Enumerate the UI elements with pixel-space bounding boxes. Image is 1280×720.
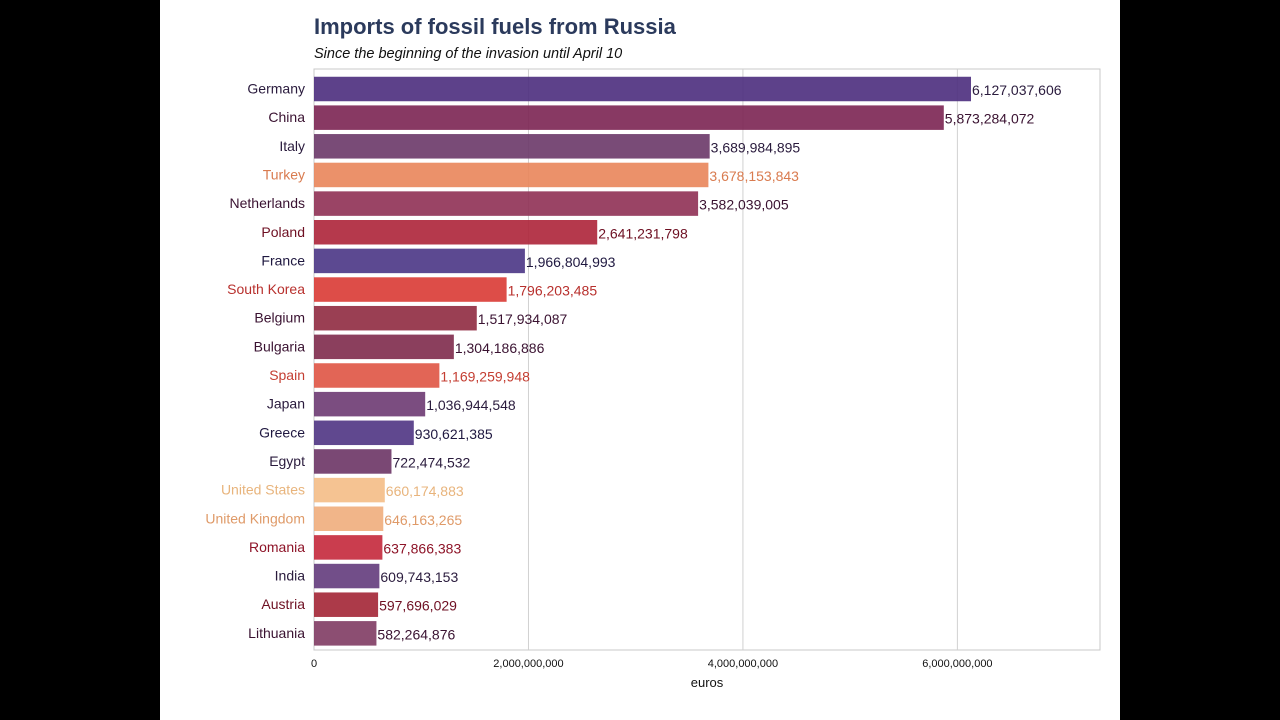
category-label: Italy — [279, 138, 305, 154]
bar — [314, 592, 379, 617]
value-label: 3,582,039,005 — [699, 197, 789, 213]
category-label: Bulgaria — [254, 338, 306, 354]
bar — [314, 105, 944, 130]
category-label: France — [261, 252, 305, 268]
category-label: Turkey — [263, 166, 305, 182]
category-label: Netherlands — [230, 195, 306, 211]
chart-subtitle: Since the beginning of the invasion unti… — [314, 46, 623, 62]
bar — [314, 477, 385, 503]
bar — [314, 363, 440, 388]
bar — [314, 162, 709, 188]
category-label: United Kingdom — [205, 510, 305, 526]
value-label: 5,873,284,072 — [945, 111, 1035, 127]
bar — [314, 134, 710, 159]
bar — [314, 621, 377, 646]
category-label: Belgium — [254, 310, 305, 326]
value-labels: 6,127,037,606 5,873,284,072 3,689,984,895 3… — [377, 82, 1061, 642]
x-tick-label: 4,000,000,000 — [708, 658, 778, 670]
category-label: South Korea — [227, 281, 305, 297]
value-label: 646,163,265 — [384, 512, 462, 528]
value-label: 1,304,186,886 — [455, 340, 545, 356]
value-label: 2,641,231,798 — [598, 225, 688, 241]
x-axis-ticks: 0 2,000,000,000 4,000,000,000 6,000,000,000 — [311, 658, 993, 670]
bar — [314, 76, 972, 102]
category-label: Poland — [261, 224, 305, 240]
x-tick-label: 6,000,000,000 — [922, 658, 992, 670]
category-label: Romania — [249, 539, 305, 555]
value-label: 3,678,153,843 — [709, 168, 799, 184]
category-label: United States — [221, 482, 305, 498]
category-label: Egypt — [269, 453, 305, 469]
value-label: 609,743,153 — [380, 569, 458, 585]
category-label: China — [268, 109, 305, 125]
category-labels: Germany China Italy Turkey Netherlands Poland… — [205, 81, 305, 641]
bar — [314, 506, 384, 531]
bars — [314, 76, 972, 646]
value-label: 660,174,883 — [386, 483, 464, 499]
x-tick-label: 2,000,000,000 — [493, 658, 563, 670]
category-label: Germany — [247, 81, 305, 97]
bar — [314, 449, 392, 474]
x-tick-label: 0 — [311, 658, 317, 670]
category-label: Lithuania — [248, 625, 305, 641]
category-label: Austria — [261, 596, 305, 612]
value-label: 597,696,029 — [379, 598, 457, 614]
bar — [314, 563, 380, 589]
chart-title: Imports of fossil fuels from Russia — [314, 14, 676, 39]
bar — [314, 220, 598, 245]
category-label: India — [275, 568, 306, 584]
value-label: 1,966,804,993 — [526, 254, 616, 270]
bar — [314, 391, 426, 417]
bar — [314, 420, 414, 446]
value-label: 1,036,944,548 — [426, 397, 516, 413]
bar — [314, 191, 699, 216]
value-label: 6,127,037,606 — [972, 82, 1062, 98]
chart-canvas: Imports of fossil fuels from Russia Sinc… — [160, 0, 1120, 720]
category-label: Greece — [259, 424, 305, 440]
value-label: 582,264,876 — [377, 626, 455, 642]
category-label: Japan — [267, 396, 305, 412]
bar-chart: Germany China Italy Turkey Netherlands Poland… — [205, 68, 1101, 690]
x-axis-title: euros — [691, 675, 724, 690]
bar — [314, 535, 383, 560]
value-label: 722,474,532 — [392, 454, 470, 470]
bar — [314, 305, 477, 331]
value-label: 1,517,934,087 — [478, 311, 568, 327]
value-label: 3,689,984,895 — [711, 139, 801, 155]
bar — [314, 248, 525, 274]
value-label: 637,866,383 — [383, 540, 461, 556]
category-label: Spain — [269, 367, 305, 383]
bar — [314, 277, 507, 302]
value-label: 930,621,385 — [415, 426, 493, 442]
value-label: 1,796,203,485 — [508, 283, 598, 299]
value-label: 1,169,259,948 — [440, 369, 530, 385]
bar — [314, 334, 454, 360]
